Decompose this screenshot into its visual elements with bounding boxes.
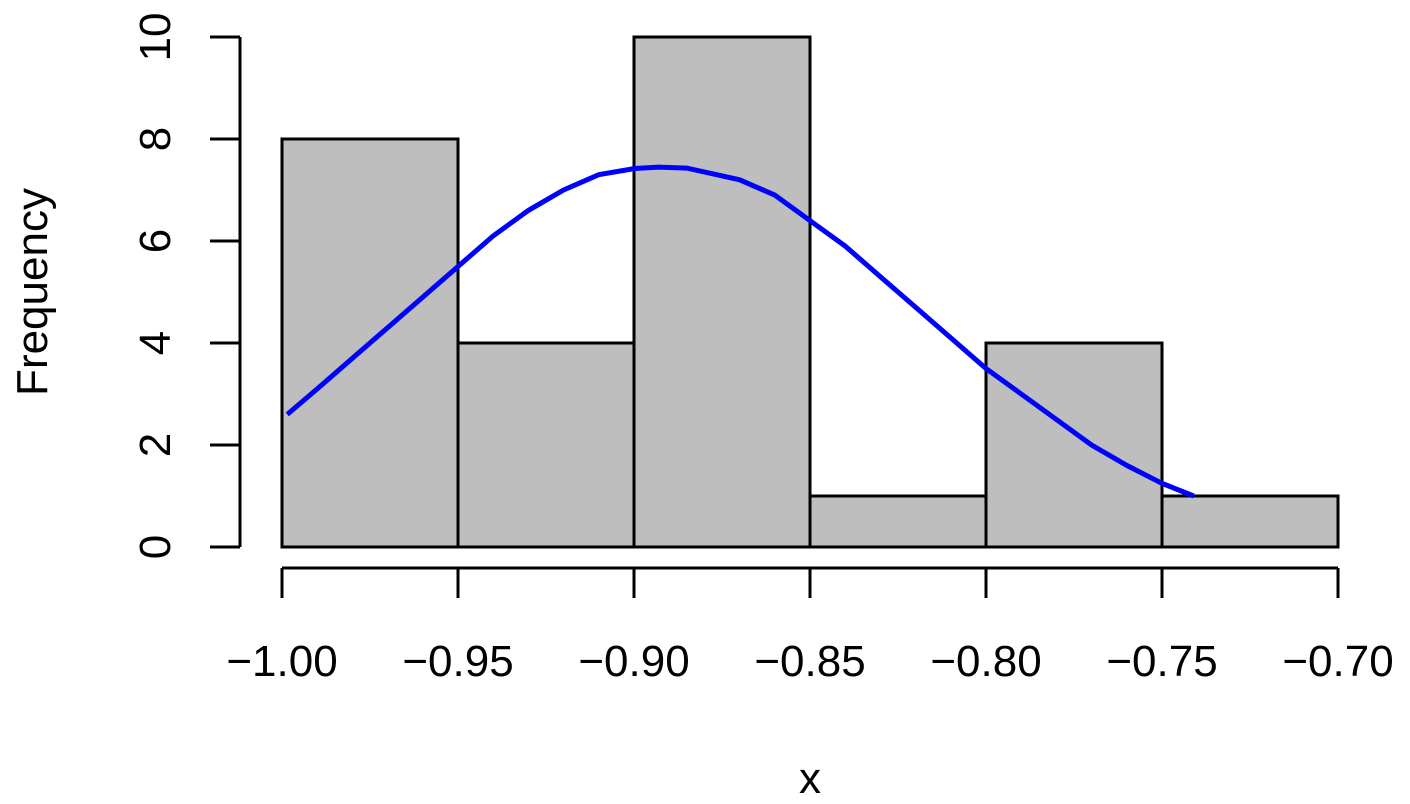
histogram-bars	[280, 35, 1340, 549]
x-tick-label: −0.80	[930, 637, 1041, 686]
x-tick-label: −1.00	[226, 637, 337, 686]
histogram-bar-5	[984, 341, 1164, 549]
histogram-bar-2	[456, 341, 636, 549]
y-tick-label: 6	[131, 229, 180, 253]
x-axis-label: x	[799, 754, 821, 803]
x-tick-label: −0.90	[578, 637, 689, 686]
x-tick-label: −0.75	[1106, 637, 1217, 686]
histogram-bar-4	[808, 494, 988, 549]
y-tick-label: 10	[131, 13, 180, 62]
x-tick-label: −0.95	[402, 637, 513, 686]
y-tick-label: 8	[131, 127, 180, 151]
x-axis: −1.00 −0.95 −0.90 −0.85 −0.80 −0.75 −0.70	[226, 566, 1394, 686]
histogram-bar-6	[1160, 494, 1340, 549]
y-tick-label: 4	[131, 331, 180, 355]
density-curve	[285, 164, 1195, 499]
histogram-bar-3	[632, 35, 812, 549]
y-tick-label: 0	[131, 535, 180, 559]
y-axis-label: Frequency	[8, 188, 57, 396]
y-axis: 0 2 4 6 8 10	[131, 13, 242, 559]
x-tick-label: −0.85	[754, 637, 865, 686]
x-tick-label: −0.70	[1282, 637, 1393, 686]
y-tick-label: 2	[131, 433, 180, 457]
